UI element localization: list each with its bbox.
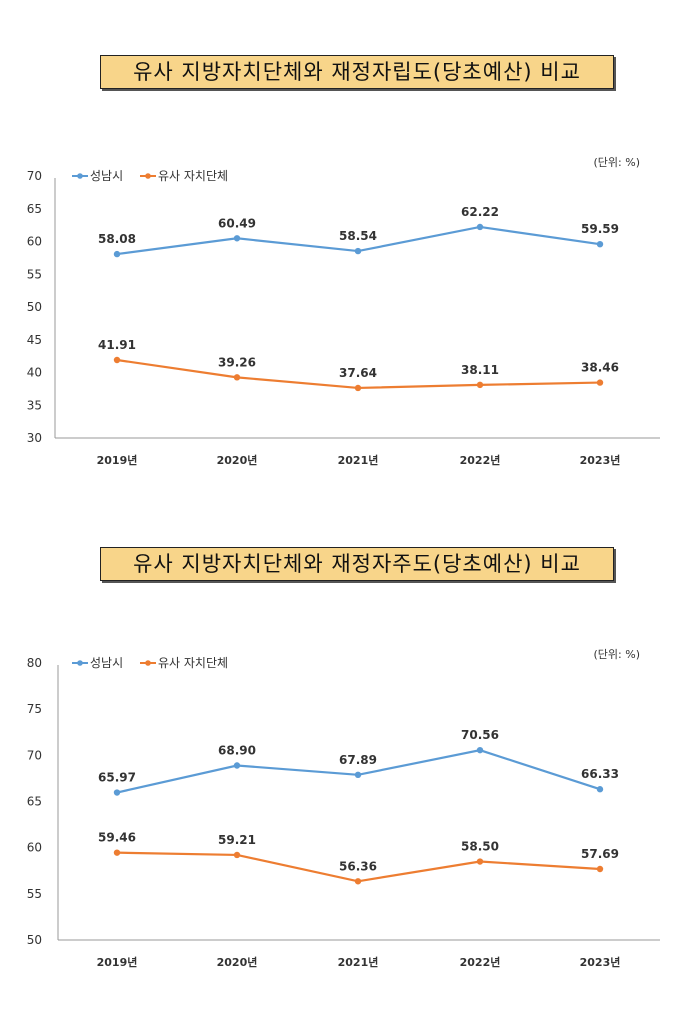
chart-1-series-2-point — [476, 381, 484, 389]
chart-1-series-2-point — [233, 374, 241, 381]
chart-1-x-tick-label: 2019년 — [97, 453, 138, 467]
chart-1-series-1-point — [354, 247, 362, 255]
chart-1-y-tick-label: 40 — [27, 366, 42, 380]
chart-1-series-2-data-label: 37.64 — [339, 366, 377, 380]
chart-1-series-2-data-label: 41.91 — [98, 338, 136, 352]
chart-2-title: 유사 지방자치단체와 재정자주도(당초예산) 비교 — [100, 547, 614, 581]
chart-2-series-1-data-label: 70.56 — [461, 728, 499, 742]
chart-2-series-2-point — [476, 858, 484, 865]
legend-1-label: 성남시 — [90, 169, 123, 183]
chart-2-series-2-data-label: 57.69 — [581, 847, 619, 861]
chart-2-series-1-point — [476, 746, 484, 754]
chart-2-y-tick-label: 50 — [27, 933, 42, 947]
chart-2-x-tick-label: 2022년 — [460, 955, 501, 969]
chart-2-y-tick-label: 60 — [27, 841, 42, 855]
chart-1-unit-note: (단위: %) — [594, 156, 640, 169]
chart-2-y-tick-label: 75 — [27, 702, 42, 716]
legend-2-label: 유사 자치단체 — [158, 656, 228, 670]
chart-2-x-tick-label: 2019년 — [97, 955, 138, 969]
chart-1-y-tick-label: 30 — [27, 431, 42, 445]
chart-1-title: 유사 지방자치단체와 재정자립도(당초예산) 비교 — [100, 55, 614, 89]
chart-1-series-1-data-label: 58.54 — [339, 229, 377, 243]
chart-2-series-2-data-label: 56.36 — [339, 859, 377, 873]
chart-1-series-1-point — [233, 235, 241, 242]
chart-2-y-tick-label: 55 — [27, 887, 42, 901]
chart-1-series-2-data-label: 38.11 — [461, 363, 499, 377]
chart-2-series-1-point — [233, 762, 241, 769]
chart-1-series-2-point — [113, 356, 121, 364]
chart-1-series-2-data-label: 38.46 — [581, 361, 619, 375]
chart-2-y-tick-label: 65 — [27, 795, 42, 809]
chart-1-x-tick-label: 2022년 — [460, 453, 501, 467]
chart-2-series-2-data-label: 59.46 — [98, 831, 136, 845]
legend-1-marker — [77, 173, 83, 179]
chart-1-x-tick-label: 2023년 — [580, 453, 621, 467]
chart-1-series-1-point — [476, 223, 484, 231]
chart-2-y-tick-label: 70 — [27, 748, 42, 762]
chart-1-x-tick-label: 2020년 — [217, 453, 258, 467]
chart-2-x-tick-label: 2021년 — [338, 955, 379, 969]
chart-2-series-1-data-label: 65.97 — [98, 771, 136, 785]
chart-1-series-1-point — [596, 240, 604, 248]
chart-1-y-tick-label: 45 — [27, 333, 42, 347]
chart-1-series-1-point — [113, 250, 121, 258]
chart-2-series-2-data-label: 58.50 — [461, 840, 499, 854]
chart-2-x-tick-label: 2023년 — [580, 955, 621, 969]
legend-1-marker — [77, 660, 83, 666]
chart-1-y-tick-label: 50 — [27, 300, 42, 314]
chart-2-x-tick-label: 2020년 — [217, 955, 258, 969]
chart-2-series-2-point — [113, 849, 121, 856]
chart-2-series-1-data-label: 66.33 — [581, 767, 619, 781]
chart-2-series-1-point — [354, 771, 362, 779]
chart-1-y-tick-label: 55 — [27, 267, 42, 281]
chart-2-series-1-data-label: 68.90 — [218, 743, 256, 757]
chart-2-unit-note: (단위: %) — [594, 648, 640, 661]
chart-2-series-2-data-label: 59.21 — [218, 833, 256, 847]
chart-2-series-2-point — [233, 851, 241, 859]
chart-2-series-2-point — [354, 878, 362, 885]
chart-1-series-2-point — [354, 384, 362, 392]
chart-1-series-1-data-label: 60.49 — [218, 216, 256, 230]
chart-1-y-tick-label: 70 — [27, 169, 42, 183]
chart-1-y-tick-label: 35 — [27, 398, 42, 412]
legend-2-label: 유사 자치단체 — [158, 169, 228, 183]
chart-1-series-1-data-label: 58.08 — [98, 232, 136, 246]
chart-1-y-tick-label: 65 — [27, 202, 42, 216]
legend-2-marker — [145, 173, 151, 179]
legend-1-label: 성남시 — [90, 656, 123, 670]
chart-1-y-tick-label: 60 — [27, 235, 42, 249]
chart-1-x-tick-label: 2021년 — [338, 453, 379, 467]
chart-1-series-2-data-label: 39.26 — [218, 355, 256, 369]
chart-1-series-2-point — [596, 379, 604, 386]
chart-2-series-1-point — [596, 786, 604, 793]
chart-2-y-tick-label: 80 — [27, 656, 42, 670]
legend-2-marker — [145, 660, 151, 666]
chart-1-series-1-data-label: 62.22 — [461, 205, 499, 219]
chart-2-series-1-data-label: 67.89 — [339, 753, 377, 767]
chart-2-series-2-point — [596, 865, 604, 873]
chart-2-series-1-point — [113, 789, 121, 796]
chart-1-series-1-data-label: 59.59 — [581, 222, 619, 236]
